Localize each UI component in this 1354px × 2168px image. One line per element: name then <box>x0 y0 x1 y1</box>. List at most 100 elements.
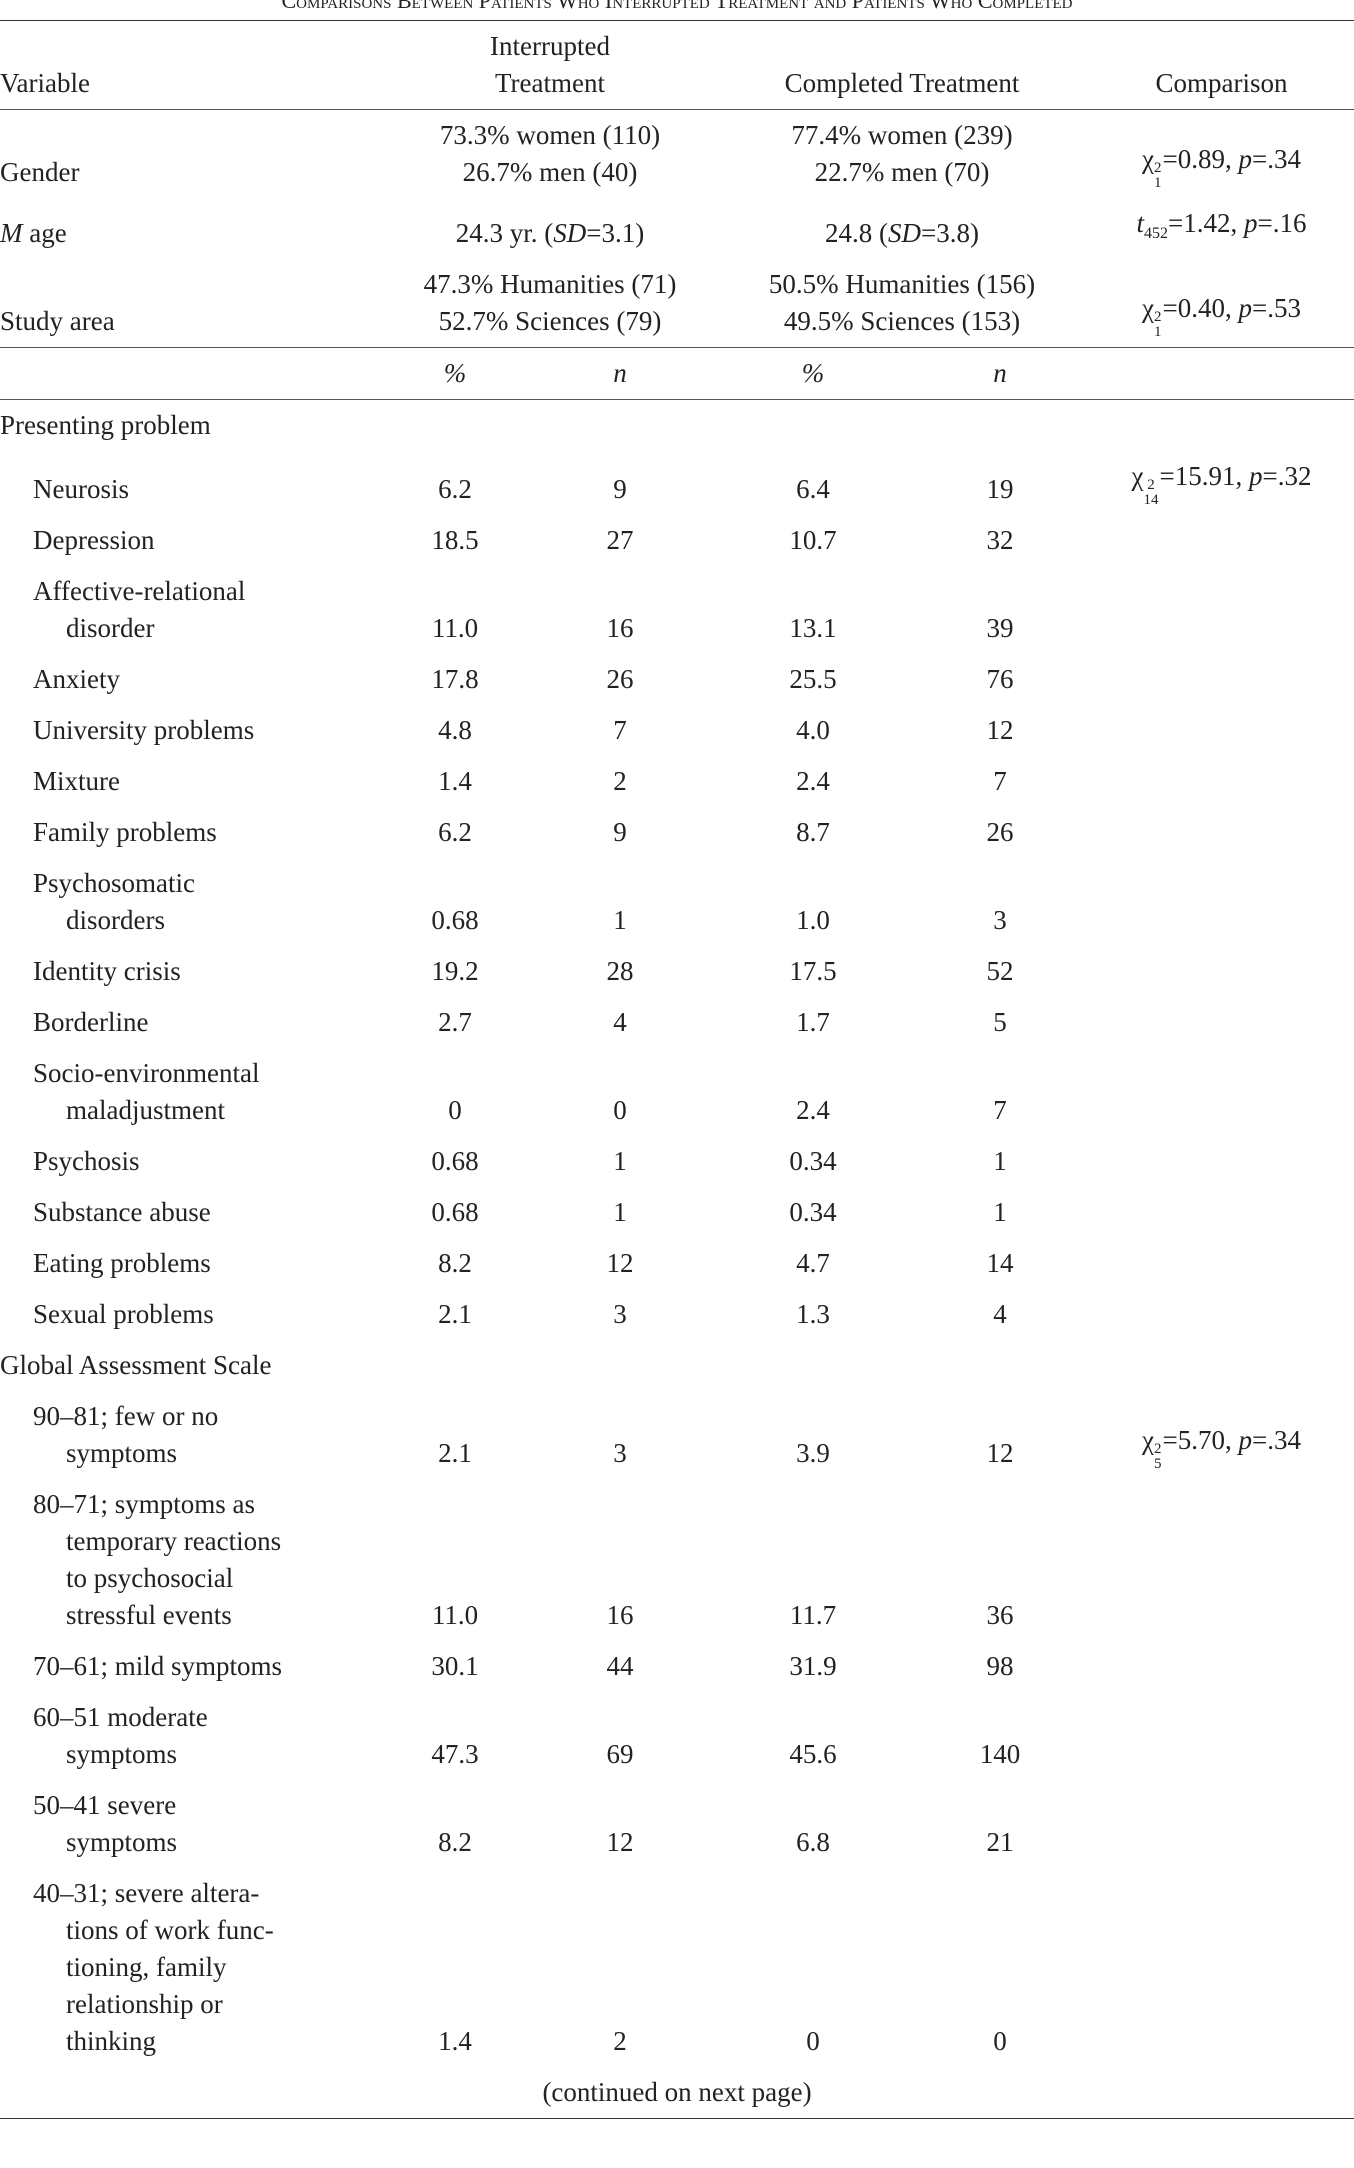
label-cell: Eating problems <box>0 1238 385 1289</box>
cell-line: University problems <box>33 715 255 745</box>
value-cell: 8.7 <box>715 807 911 858</box>
value: 1 <box>613 905 627 935</box>
cell-line: tions of work func- <box>66 1915 274 1945</box>
value-cell: 36 <box>911 1479 1089 1641</box>
value: 14 <box>986 1248 1014 1278</box>
value: 1.0 <box>796 905 830 935</box>
data-row: Depression 18.5 27 10.7 32 <box>0 515 1354 566</box>
value: 44 <box>606 1651 634 1681</box>
value: 6.2 <box>438 474 472 504</box>
data-row: Substance abuse 0.68 1 0.34 1 <box>0 1187 1354 1238</box>
value-cell: 19 <box>911 451 1089 515</box>
value: 47.3 <box>431 1739 479 1769</box>
cell-line: Mixture <box>33 766 120 796</box>
value: 8.7 <box>796 817 830 847</box>
label-cell: Psychosomatic disorders <box>0 858 385 946</box>
value-cell: 6.2 <box>385 451 525 515</box>
value: 31.9 <box>789 1651 837 1681</box>
comparison-cell: χ 2 14 =15.91, p=.32 <box>1089 451 1354 515</box>
table-title: Comparisons Between Patients Who Interru… <box>281 0 1073 13</box>
data-row: Eating problems 8.2 12 4.7 14 <box>0 1238 1354 1289</box>
data-row: Psychosis 0.68 1 0.34 1 <box>0 1136 1354 1187</box>
value-cell: 3.9 <box>715 1391 911 1479</box>
data-row: Borderline 2.7 4 1.7 5 <box>0 997 1354 1048</box>
comparison-cell <box>1089 1289 1354 1340</box>
value: 0 <box>993 2026 1007 2056</box>
value: 17.8 <box>431 664 479 694</box>
cell-line: 47.3% Humanities (71) <box>423 269 677 299</box>
value-cell: 9 <box>525 807 715 858</box>
cell-line: χ 2 5 =5.70, p=.34 <box>1089 1422 1354 1472</box>
value: 9 <box>613 817 627 847</box>
data-table: Variable Interrupted Treatment Completed Tr… <box>0 20 1354 2119</box>
value-cell: 4.0 <box>715 705 911 756</box>
value-cell: 21 <box>911 1780 1089 1868</box>
text: =0.40, <box>1162 293 1239 323</box>
comparison-cell <box>1089 807 1354 858</box>
comparison-cell <box>1089 1048 1354 1136</box>
value-cell: 0 <box>385 1048 525 1136</box>
label-cell: Family problems <box>0 807 385 858</box>
label-cell: Gender <box>0 110 385 199</box>
value: 16 <box>606 1600 634 1630</box>
value-cell: 26 <box>911 807 1089 858</box>
value-cell: 19.2 <box>385 946 525 997</box>
cell-line: 60–51 moderate <box>33 1702 208 1732</box>
value-cell: 2 <box>525 756 715 807</box>
value: 3 <box>613 1299 627 1329</box>
comparison-cell <box>1089 946 1354 997</box>
cell-line: χ 2 1 =0.40, p=.53 <box>1089 290 1354 340</box>
italic-text: p <box>1238 144 1253 174</box>
value-cell: 45.6 <box>715 1692 911 1780</box>
value: 11.0 <box>431 1600 479 1630</box>
data-row: Mixture 1.4 2 2.4 7 <box>0 756 1354 807</box>
value: 3.9 <box>796 1438 830 1468</box>
cell-line: stressful events <box>66 1600 232 1630</box>
subheader-row: % n% n <box>0 347 1354 400</box>
value-cell: 10.7 <box>715 515 911 566</box>
demographic-row: Study area 47.3% Humanities (71) 52.7% Sci… <box>0 259 1354 348</box>
cell-line: tioning, family <box>66 1952 227 1982</box>
value-cell: 12 <box>911 705 1089 756</box>
value: 4.8 <box>438 715 472 745</box>
text: χ <box>1142 1425 1155 1455</box>
value: 21 <box>986 1827 1014 1857</box>
italic-text: M <box>0 218 23 248</box>
header-cell: Comparison <box>1089 20 1354 110</box>
value: 19.2 <box>431 956 479 986</box>
data-row: Sexual problems 2.1 3 1.3 4 <box>0 1289 1354 1340</box>
value-cell: 1.4 <box>385 756 525 807</box>
header-cell: Variable <box>0 20 385 110</box>
value: 8.2 <box>438 1248 472 1278</box>
cell-line: Treatment <box>495 68 605 98</box>
value: 69 <box>606 1739 634 1769</box>
header-cell: Interrupted Treatment <box>385 20 716 110</box>
value: 0.68 <box>431 1146 479 1176</box>
cell-line: Study area <box>0 306 115 336</box>
cell-line: to psychosocial <box>66 1563 234 1593</box>
value: 6.2 <box>438 817 472 847</box>
comparison-cell: χ 2 1 =0.40, p=.53 <box>1089 259 1354 348</box>
comparison-cell: χ 2 5 =5.70, p=.34 <box>1089 1391 1354 1479</box>
text: =.34 <box>1252 144 1301 174</box>
cell-line: Neurosis <box>33 474 129 504</box>
value: 27 <box>606 525 634 555</box>
section-title: Global Assessment Scale <box>0 1340 1354 1391</box>
value: 11.0 <box>431 613 479 643</box>
value-cell: 0.68 <box>385 1136 525 1187</box>
text: =3.1) <box>586 218 645 248</box>
comparison-cell <box>1089 705 1354 756</box>
comparison-cell <box>1089 566 1354 654</box>
label-cell: Sexual problems <box>0 1289 385 1340</box>
text: age <box>22 218 67 248</box>
value: 26 <box>606 664 634 694</box>
data-row: Family problems 6.2 9 8.7 26 <box>0 807 1354 858</box>
data-row: Neurosis 6.2 9 6.4 19 χ 2 14 =15.91, p=.32 <box>0 451 1354 515</box>
value-cell: 27 <box>525 515 715 566</box>
value: 2.1 <box>438 1438 472 1468</box>
text: =1.42, <box>1168 208 1245 238</box>
value: 6.8 <box>796 1827 830 1857</box>
cell-line: Psychosis <box>33 1146 140 1176</box>
data-row: 60–51 moderate symptoms 47.3 69 45.6 140 <box>0 1692 1354 1780</box>
